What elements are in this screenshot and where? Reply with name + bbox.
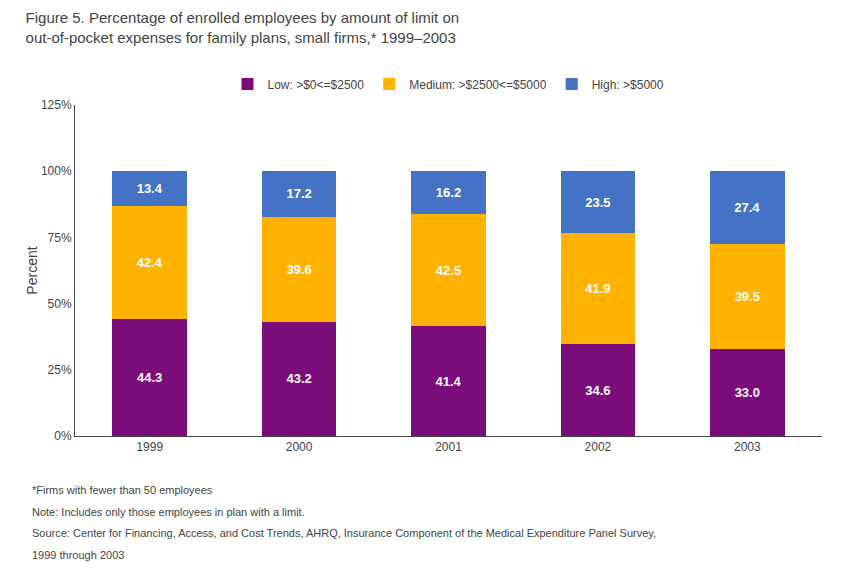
svg-text:2003: 2003 <box>734 440 761 454</box>
svg-text:42.5: 42.5 <box>436 263 461 278</box>
svg-text:2001: 2001 <box>435 440 462 454</box>
svg-text:42.4: 42.4 <box>137 255 163 270</box>
svg-text:Note: Includes only those empl: Note: Includes only those employees in p… <box>32 506 305 518</box>
svg-text:Source: Center for Financing,: Source: Center for Financing, Access, an… <box>32 527 656 539</box>
svg-text:125%: 125% <box>41 98 72 112</box>
svg-text:44.3: 44.3 <box>137 370 162 385</box>
svg-text:33.0: 33.0 <box>735 385 760 400</box>
svg-text:50%: 50% <box>48 297 72 311</box>
svg-text:41.9: 41.9 <box>585 281 610 296</box>
svg-text:39.5: 39.5 <box>735 289 760 304</box>
svg-text:1999: 1999 <box>136 440 163 454</box>
svg-text:41.4: 41.4 <box>435 374 461 389</box>
svg-text:27.4: 27.4 <box>734 200 760 215</box>
svg-text:Figure 5. Percentage of enroll: Figure 5. Percentage of enrolled employe… <box>26 9 460 46</box>
svg-text:*Firms with fewer than 50 empl: *Firms with fewer than 50 employees <box>32 484 213 496</box>
svg-text:High: >$5000: High: >$5000 <box>592 78 664 92</box>
svg-text:43.2: 43.2 <box>286 371 311 386</box>
svg-text:13.4: 13.4 <box>137 181 163 196</box>
svg-text:25%: 25% <box>48 363 72 377</box>
svg-text:1999 through 2003: 1999 through 2003 <box>32 549 124 561</box>
svg-text:75%: 75% <box>48 231 72 245</box>
svg-text:17.2: 17.2 <box>286 186 311 201</box>
svg-text:Low: >$0<=$2500: Low: >$0<=$2500 <box>268 78 365 92</box>
svg-text:23.5: 23.5 <box>585 195 610 210</box>
svg-text:16.2: 16.2 <box>436 185 461 200</box>
svg-text:Percent: Percent <box>24 246 40 294</box>
svg-text:2002: 2002 <box>585 440 612 454</box>
svg-text:100%: 100% <box>41 164 72 178</box>
svg-text:34.6: 34.6 <box>585 383 610 398</box>
svg-text:2000: 2000 <box>286 440 313 454</box>
svg-text:Medium: >$2500<=$5000: Medium: >$2500<=$5000 <box>409 78 546 92</box>
svg-text:39.6: 39.6 <box>286 262 311 277</box>
svg-text:0%: 0% <box>54 429 72 443</box>
